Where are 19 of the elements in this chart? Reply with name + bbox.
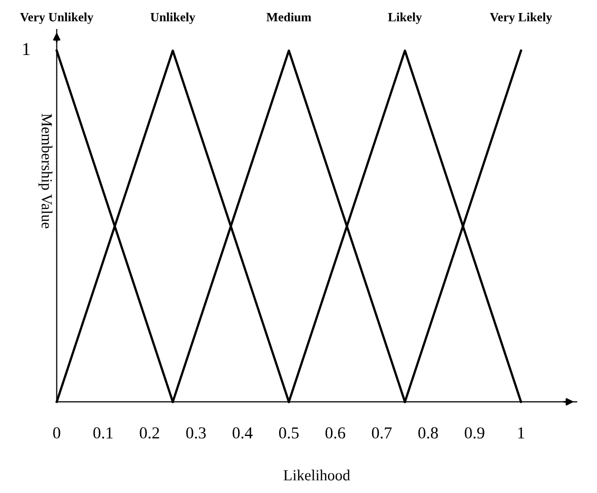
x-tick-label: 0.7 (372, 427, 392, 439)
x-tick-label: 0 (53, 427, 60, 439)
x-tick-label: 0.2 (140, 427, 160, 439)
x-tick-label: 1 (518, 427, 524, 438)
x-tick-label: 0.5 (279, 427, 299, 439)
text: Likely (388, 12, 422, 24)
x-tick-label: 0.6 (326, 427, 346, 439)
text: Unlikely (150, 12, 196, 24)
x-tick-label: 0.9 (464, 427, 484, 439)
text: Very Likely (490, 12, 552, 24)
x-tick-label: 0.1 (93, 427, 113, 439)
x-tick-label: 0.3 (186, 427, 206, 439)
text: Very Unlikely (20, 12, 94, 24)
text: Medium (266, 12, 312, 22)
x-axis-title: Likelihood (284, 470, 350, 480)
annotation: 1 (23, 43, 30, 55)
y-axis-title: Membership Value (38, 114, 52, 228)
x-tick-label: 0.4 (232, 427, 253, 439)
x-tick-label: 0.8 (418, 427, 438, 439)
